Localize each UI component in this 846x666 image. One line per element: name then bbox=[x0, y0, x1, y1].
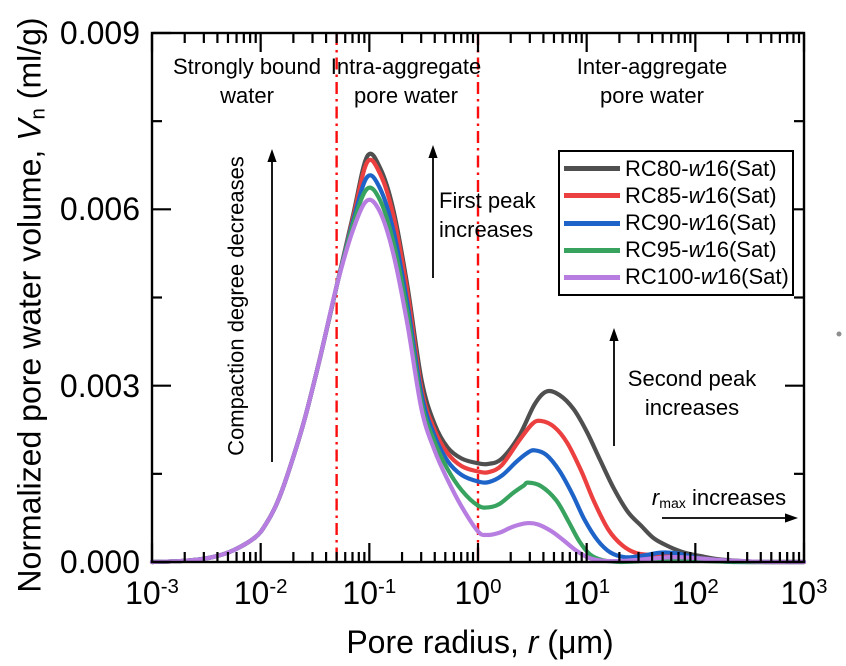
legend-entry-0: RC80-w16(Sat) bbox=[564, 155, 792, 182]
first-peak-line: First peak bbox=[439, 188, 536, 213]
rmax-sub: max bbox=[659, 494, 686, 511]
legend-label: RC90-w16(Sat) bbox=[625, 210, 777, 235]
region-label-line: Strongly bound bbox=[173, 54, 321, 79]
x-tick-label-10e3: 103 bbox=[781, 575, 828, 616]
y-tick-label-0.006: 0.006 bbox=[59, 191, 140, 228]
region-label-line: pore water bbox=[354, 83, 458, 108]
first-peak-annotation: First peak increases bbox=[439, 186, 536, 244]
legend-label: RC85-w16(Sat) bbox=[625, 182, 777, 208]
legend-line-swatch bbox=[564, 193, 620, 199]
rmax-increases-annotation: rmax increases bbox=[652, 483, 786, 515]
stray-dot bbox=[836, 331, 842, 337]
reference-lines bbox=[335, 33, 480, 562]
x-tick-exponent: 1 bbox=[598, 575, 611, 599]
x-axis-title: Pore radius, r (μm) bbox=[346, 624, 613, 661]
region-label-line: pore water bbox=[600, 83, 704, 108]
x-tick-label-10e-2: 10-2 bbox=[234, 575, 288, 616]
x-title-text: Pore radius, bbox=[346, 624, 528, 660]
y-title-var: V bbox=[11, 119, 48, 141]
x-tick-exponent: 2 bbox=[707, 575, 719, 599]
x-tick-exponent: -2 bbox=[269, 575, 288, 599]
second-peak-line: increases bbox=[644, 395, 740, 420]
x-tick-exponent: -3 bbox=[160, 575, 179, 599]
legend-line-swatch bbox=[564, 166, 620, 172]
y-tick-label-0.003: 0.003 bbox=[59, 367, 140, 404]
x-tick-label-10e0: 100 bbox=[455, 575, 502, 616]
legend-label: RC100-w16(Sat) bbox=[625, 264, 789, 290]
arrow-head bbox=[428, 145, 438, 158]
y-title-sub: n bbox=[26, 108, 50, 120]
region-label-intra-aggregate: Intra-aggregate pore water bbox=[331, 52, 481, 110]
curve-RC100-w16(Sat) bbox=[149, 197, 807, 565]
region-label-line: Inter-aggregate bbox=[576, 54, 728, 79]
region-label-line: water bbox=[220, 83, 274, 108]
second-peak-line: Second peak bbox=[627, 366, 757, 391]
legend-entry-3: RC95-w16(Sat) bbox=[564, 237, 792, 264]
arrow-head bbox=[785, 513, 798, 523]
compaction-degree-annotation: Compaction degree decreases bbox=[223, 156, 249, 456]
annotation-arrows bbox=[267, 145, 798, 523]
legend-entry-1: RC85-w16(Sat) bbox=[564, 182, 792, 209]
x-tick-base: 10 bbox=[233, 575, 270, 611]
x-tick-base: 10 bbox=[671, 575, 708, 611]
x-tick-exponent: -1 bbox=[378, 575, 397, 599]
legend-label: RC95-w16(Sat) bbox=[625, 237, 777, 263]
x-tick-base: 10 bbox=[780, 575, 817, 611]
region-label-strongly-bound-water: Strongly bound water bbox=[173, 52, 321, 110]
x-tick-base: 10 bbox=[125, 575, 161, 611]
arrow-head bbox=[267, 149, 277, 162]
x-title-units: (μm) bbox=[538, 624, 614, 660]
legend-label: RC80-w16(Sat) bbox=[625, 155, 777, 181]
x-tick-label-10e-1: 10-1 bbox=[342, 575, 396, 616]
rmax-text: increases bbox=[685, 485, 787, 510]
x-tick-base: 10 bbox=[563, 575, 599, 611]
legend-line-swatch bbox=[564, 274, 620, 280]
legend: RC80-w16(Sat) RC85-w16(Sat) RC90-w16(Sat) R… bbox=[558, 150, 794, 296]
axis-ticks bbox=[150, 31, 806, 564]
plot-border bbox=[150, 31, 806, 564]
legend-line-swatch bbox=[564, 247, 620, 253]
x-tick-label-10e-3: 10-3 bbox=[125, 575, 179, 616]
region-label-inter-aggregate: Inter-aggregate pore water bbox=[577, 52, 727, 110]
y-tick-label-0.009: 0.009 bbox=[59, 15, 140, 51]
region-label-line: Intra-aggregate bbox=[330, 54, 482, 79]
x-tick-label-10e2: 102 bbox=[672, 575, 719, 616]
legend-line-swatch bbox=[564, 220, 620, 226]
first-peak-line: increases bbox=[439, 217, 534, 242]
legend-entry-2: RC90-w16(Sat) bbox=[564, 209, 792, 236]
second-peak-annotation: Second peak increases bbox=[628, 364, 756, 422]
arrow-head bbox=[609, 328, 619, 341]
x-title-var: r bbox=[527, 624, 539, 660]
y-axis-title: Normalized pore water volume, Vn (ml/g) bbox=[11, 17, 50, 592]
x-tick-exponent: 3 bbox=[816, 575, 828, 599]
rmax-var: r bbox=[651, 485, 660, 510]
x-tick-exponent: 0 bbox=[490, 575, 502, 599]
legend-entry-4: RC100-w16(Sat) bbox=[564, 264, 792, 291]
y-tick-label-0.000: 0.000 bbox=[59, 544, 140, 580]
x-tick-label-10e1: 101 bbox=[563, 575, 610, 616]
x-tick-base: 10 bbox=[454, 575, 491, 611]
x-tick-base: 10 bbox=[342, 575, 379, 611]
